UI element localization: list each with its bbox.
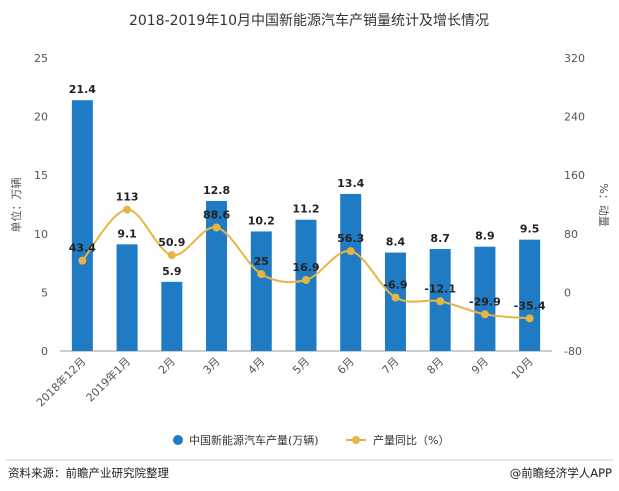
bar-value-label: 9.5 <box>520 223 540 236</box>
bar-value-label: 21.4 <box>69 83 96 96</box>
bar <box>340 193 362 351</box>
bar-value-label: 9.1 <box>117 227 137 240</box>
line-value-label: 25 <box>254 255 269 268</box>
legend-bar-label: 中国新能源汽车产量(万辆) <box>189 433 319 447</box>
line-value-label: -35.4 <box>514 299 546 312</box>
bar-value-label: 12.8 <box>203 184 230 197</box>
bar <box>161 281 183 351</box>
y-tick-label: 20 <box>34 111 48 124</box>
line-point <box>346 247 355 256</box>
line-point <box>480 310 489 319</box>
line-point <box>167 251 176 260</box>
y-axis-ticks: 0 5 10 15 20 25 <box>34 52 48 358</box>
line-series: 43.4 113 50.9 88.6 25 16.9 56.3 -6.9 -12.1 -29.9-… <box>69 191 546 323</box>
x-tick-label: 8月 <box>424 355 446 377</box>
y-tick-label: 15 <box>34 169 48 182</box>
bar <box>519 239 541 351</box>
y2-axis-title: %：动量 <box>597 183 610 226</box>
y2-axis-ticks: -80 0 80 160 240 320 <box>564 52 585 358</box>
line-value-label: 56.3 <box>337 232 364 245</box>
line-value-label: -29.9 <box>469 295 501 308</box>
line-point <box>78 256 87 265</box>
line-point <box>302 276 310 285</box>
legend: 中国新能源汽车产量(万辆) 产量同比（%） <box>173 433 449 447</box>
legend-line-marker <box>352 436 360 444</box>
legend-line-label: 产量同比（%） <box>373 433 449 447</box>
y2-tick-label: 0 <box>564 286 571 299</box>
line-point <box>525 314 534 323</box>
y2-tick-label: 320 <box>564 52 585 65</box>
y-tick-label: 25 <box>34 52 48 65</box>
x-tick-label: 10月 <box>509 355 536 382</box>
line-value-label: 113 <box>116 191 139 204</box>
line-value-label: -12.1 <box>424 282 456 295</box>
x-tick-label: 3月 <box>201 355 223 377</box>
bar-value-label: 5.9 <box>162 265 182 278</box>
bar <box>206 200 228 351</box>
line-point <box>257 270 266 279</box>
x-tick-label: 2019年1月 <box>83 354 133 404</box>
y-tick-label: 10 <box>34 228 48 241</box>
bar-value-label: 8.9 <box>475 230 495 243</box>
x-tick-label: 2月 <box>156 355 178 377</box>
y-tick-label: 5 <box>41 286 48 299</box>
line-value-label: -6.9 <box>383 278 407 291</box>
x-tick-label: 9月 <box>469 355 491 377</box>
line-value-label: 43.4 <box>69 242 96 255</box>
bar <box>384 252 406 351</box>
y2-tick-label: -80 <box>564 345 582 358</box>
bar-value-label: 11.2 <box>292 203 319 216</box>
y-axis-title: 单位：万辆 <box>9 178 23 233</box>
bar-series: 21.4 9.1 5.9 12.8 10.2 11.2 13.4 8.4 8.7 8.9 9.5 <box>69 83 541 351</box>
y-tick-label: 0 <box>41 345 48 358</box>
x-tick-label: 4月 <box>245 355 267 377</box>
line-value-label: 88.6 <box>203 209 230 222</box>
bar <box>116 244 138 351</box>
x-tick-label: 5月 <box>290 355 312 377</box>
bar <box>295 219 317 351</box>
brand-credit: @前瞻经济学人APP <box>510 466 612 480</box>
source-note: 资料来源：前瞻产业研究院整理 <box>8 466 169 480</box>
bar-value-label: 10.2 <box>248 214 275 227</box>
x-tick-label: 6月 <box>335 355 357 377</box>
x-tick-label: 7月 <box>380 355 402 377</box>
y2-tick-label: 80 <box>564 228 578 241</box>
line-point <box>391 293 400 302</box>
bar <box>474 246 496 351</box>
y2-tick-label: 160 <box>564 169 585 182</box>
y2-tick-label: 240 <box>564 111 585 124</box>
bar-value-label: 8.7 <box>430 232 450 245</box>
x-tick-label: 2018年12月 <box>33 354 88 409</box>
line-point <box>436 297 445 306</box>
bar-value-label: 13.4 <box>337 177 364 190</box>
line-value-label: 50.9 <box>158 236 185 249</box>
bar <box>250 231 272 351</box>
legend-bar-marker <box>173 435 183 445</box>
line-point <box>212 223 221 232</box>
line-point <box>123 205 132 214</box>
bar-value-label: 8.4 <box>386 236 406 249</box>
chart-title: 2018-2019年10月中国新能源汽车产销量统计及增长情况 <box>129 12 489 29</box>
bar <box>71 100 93 351</box>
line-value-label: 16.9 <box>292 261 319 274</box>
